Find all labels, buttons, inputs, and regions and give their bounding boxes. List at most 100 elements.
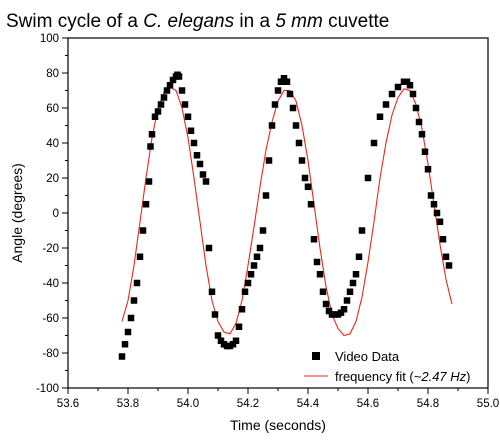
y-tick-label: -20 bbox=[42, 243, 59, 255]
data-point bbox=[199, 171, 207, 178]
data-point bbox=[268, 122, 276, 129]
y-tick-label: 20 bbox=[46, 173, 59, 185]
data-point bbox=[388, 90, 396, 98]
data-point bbox=[403, 78, 411, 85]
data-point bbox=[187, 127, 195, 134]
y-tick-label: 40 bbox=[46, 138, 59, 150]
data-point bbox=[247, 271, 255, 278]
data-point bbox=[136, 253, 144, 260]
x-tick-label: 54.6 bbox=[357, 398, 379, 410]
data-point bbox=[211, 311, 219, 318]
data-point bbox=[271, 101, 279, 108]
data-point bbox=[421, 148, 429, 155]
data-point bbox=[166, 82, 174, 89]
data-point bbox=[304, 183, 312, 190]
data-point bbox=[442, 253, 450, 260]
x-tick-label: 54.2 bbox=[237, 398, 259, 410]
data-point bbox=[310, 236, 318, 243]
data-point bbox=[436, 218, 444, 225]
y-tick-label: 60 bbox=[46, 103, 59, 115]
legend: Video Data frequency fit (~2.47 Hz) bbox=[304, 349, 471, 384]
x-tick-label: 55.0 bbox=[477, 398, 499, 410]
data-point bbox=[298, 157, 306, 164]
data-point bbox=[229, 341, 237, 348]
data-point bbox=[139, 227, 147, 234]
x-tick-label: 53.6 bbox=[57, 398, 79, 410]
data-point bbox=[196, 160, 204, 168]
data-point bbox=[286, 90, 294, 98]
data-point bbox=[202, 178, 210, 185]
data-point bbox=[418, 131, 426, 138]
x-axis: 53.6 53.8 54.0 54.2 54.4 54.6 54.8 55.0 bbox=[57, 388, 499, 410]
y-tick-label: 100 bbox=[40, 33, 59, 45]
y-tick-label: 0 bbox=[53, 208, 59, 220]
data-point bbox=[265, 157, 273, 164]
data-point bbox=[409, 90, 417, 98]
data-point bbox=[178, 87, 186, 94]
data-point bbox=[364, 174, 372, 182]
data-point bbox=[322, 300, 330, 308]
data-point bbox=[283, 78, 291, 85]
data-point bbox=[193, 152, 201, 159]
data-point bbox=[241, 288, 249, 295]
data-point bbox=[412, 104, 420, 112]
y-tick-label: -40 bbox=[42, 278, 59, 290]
data-point bbox=[301, 174, 309, 182]
data-point bbox=[133, 279, 141, 287]
data-point bbox=[406, 82, 414, 89]
data-point bbox=[124, 328, 132, 336]
x-axis-label: Time (seconds) bbox=[230, 417, 326, 433]
data-point bbox=[253, 253, 261, 260]
chart-title: Swim cycle of a C. elegans in a 5 mm cuv… bbox=[6, 11, 389, 32]
data-point bbox=[355, 253, 363, 260]
data-point bbox=[214, 332, 222, 339]
data-point bbox=[277, 78, 285, 85]
legend-label-video-data: Video Data bbox=[335, 349, 400, 364]
data-point bbox=[118, 353, 126, 360]
data-point bbox=[289, 104, 297, 112]
data-point bbox=[325, 307, 333, 315]
data-point bbox=[415, 118, 423, 126]
data-point bbox=[430, 201, 438, 208]
data-point bbox=[346, 288, 354, 295]
x-tick-label: 54.0 bbox=[177, 398, 199, 410]
data-point bbox=[262, 192, 270, 199]
data-point bbox=[157, 101, 165, 108]
y-tick-label: -100 bbox=[36, 383, 59, 395]
data-point bbox=[175, 73, 183, 80]
data-point bbox=[337, 309, 345, 316]
data-point bbox=[250, 262, 258, 269]
video-data-series bbox=[118, 71, 453, 360]
data-point bbox=[319, 288, 327, 295]
data-point bbox=[154, 108, 162, 115]
data-point bbox=[232, 337, 240, 344]
data-point bbox=[316, 271, 324, 278]
data-point bbox=[433, 209, 441, 217]
legend-marker-video-data bbox=[312, 352, 320, 360]
data-point bbox=[307, 201, 315, 208]
data-point bbox=[235, 323, 243, 330]
x-tick-label: 54.4 bbox=[297, 398, 320, 410]
data-point bbox=[340, 306, 348, 313]
data-point bbox=[259, 227, 267, 234]
data-point bbox=[145, 178, 153, 185]
data-point bbox=[382, 101, 390, 108]
y-tick-label: -60 bbox=[42, 313, 59, 325]
data-point bbox=[394, 83, 402, 91]
y-axis: -100 -80 -60 -40 -20 0 20 40 60 80 100 bbox=[36, 33, 68, 395]
data-point bbox=[313, 258, 321, 266]
data-point bbox=[205, 244, 213, 252]
data-point bbox=[427, 192, 435, 199]
data-point bbox=[256, 244, 264, 252]
x-tick-label: 53.8 bbox=[117, 398, 139, 410]
data-point bbox=[244, 279, 252, 287]
data-point bbox=[295, 139, 303, 147]
data-point bbox=[181, 101, 189, 108]
data-point bbox=[343, 297, 351, 304]
data-point bbox=[169, 76, 177, 84]
data-point bbox=[274, 87, 282, 94]
data-point bbox=[445, 262, 453, 269]
x-tick-label: 54.8 bbox=[417, 398, 439, 410]
data-point bbox=[280, 75, 288, 82]
data-point bbox=[151, 113, 159, 120]
